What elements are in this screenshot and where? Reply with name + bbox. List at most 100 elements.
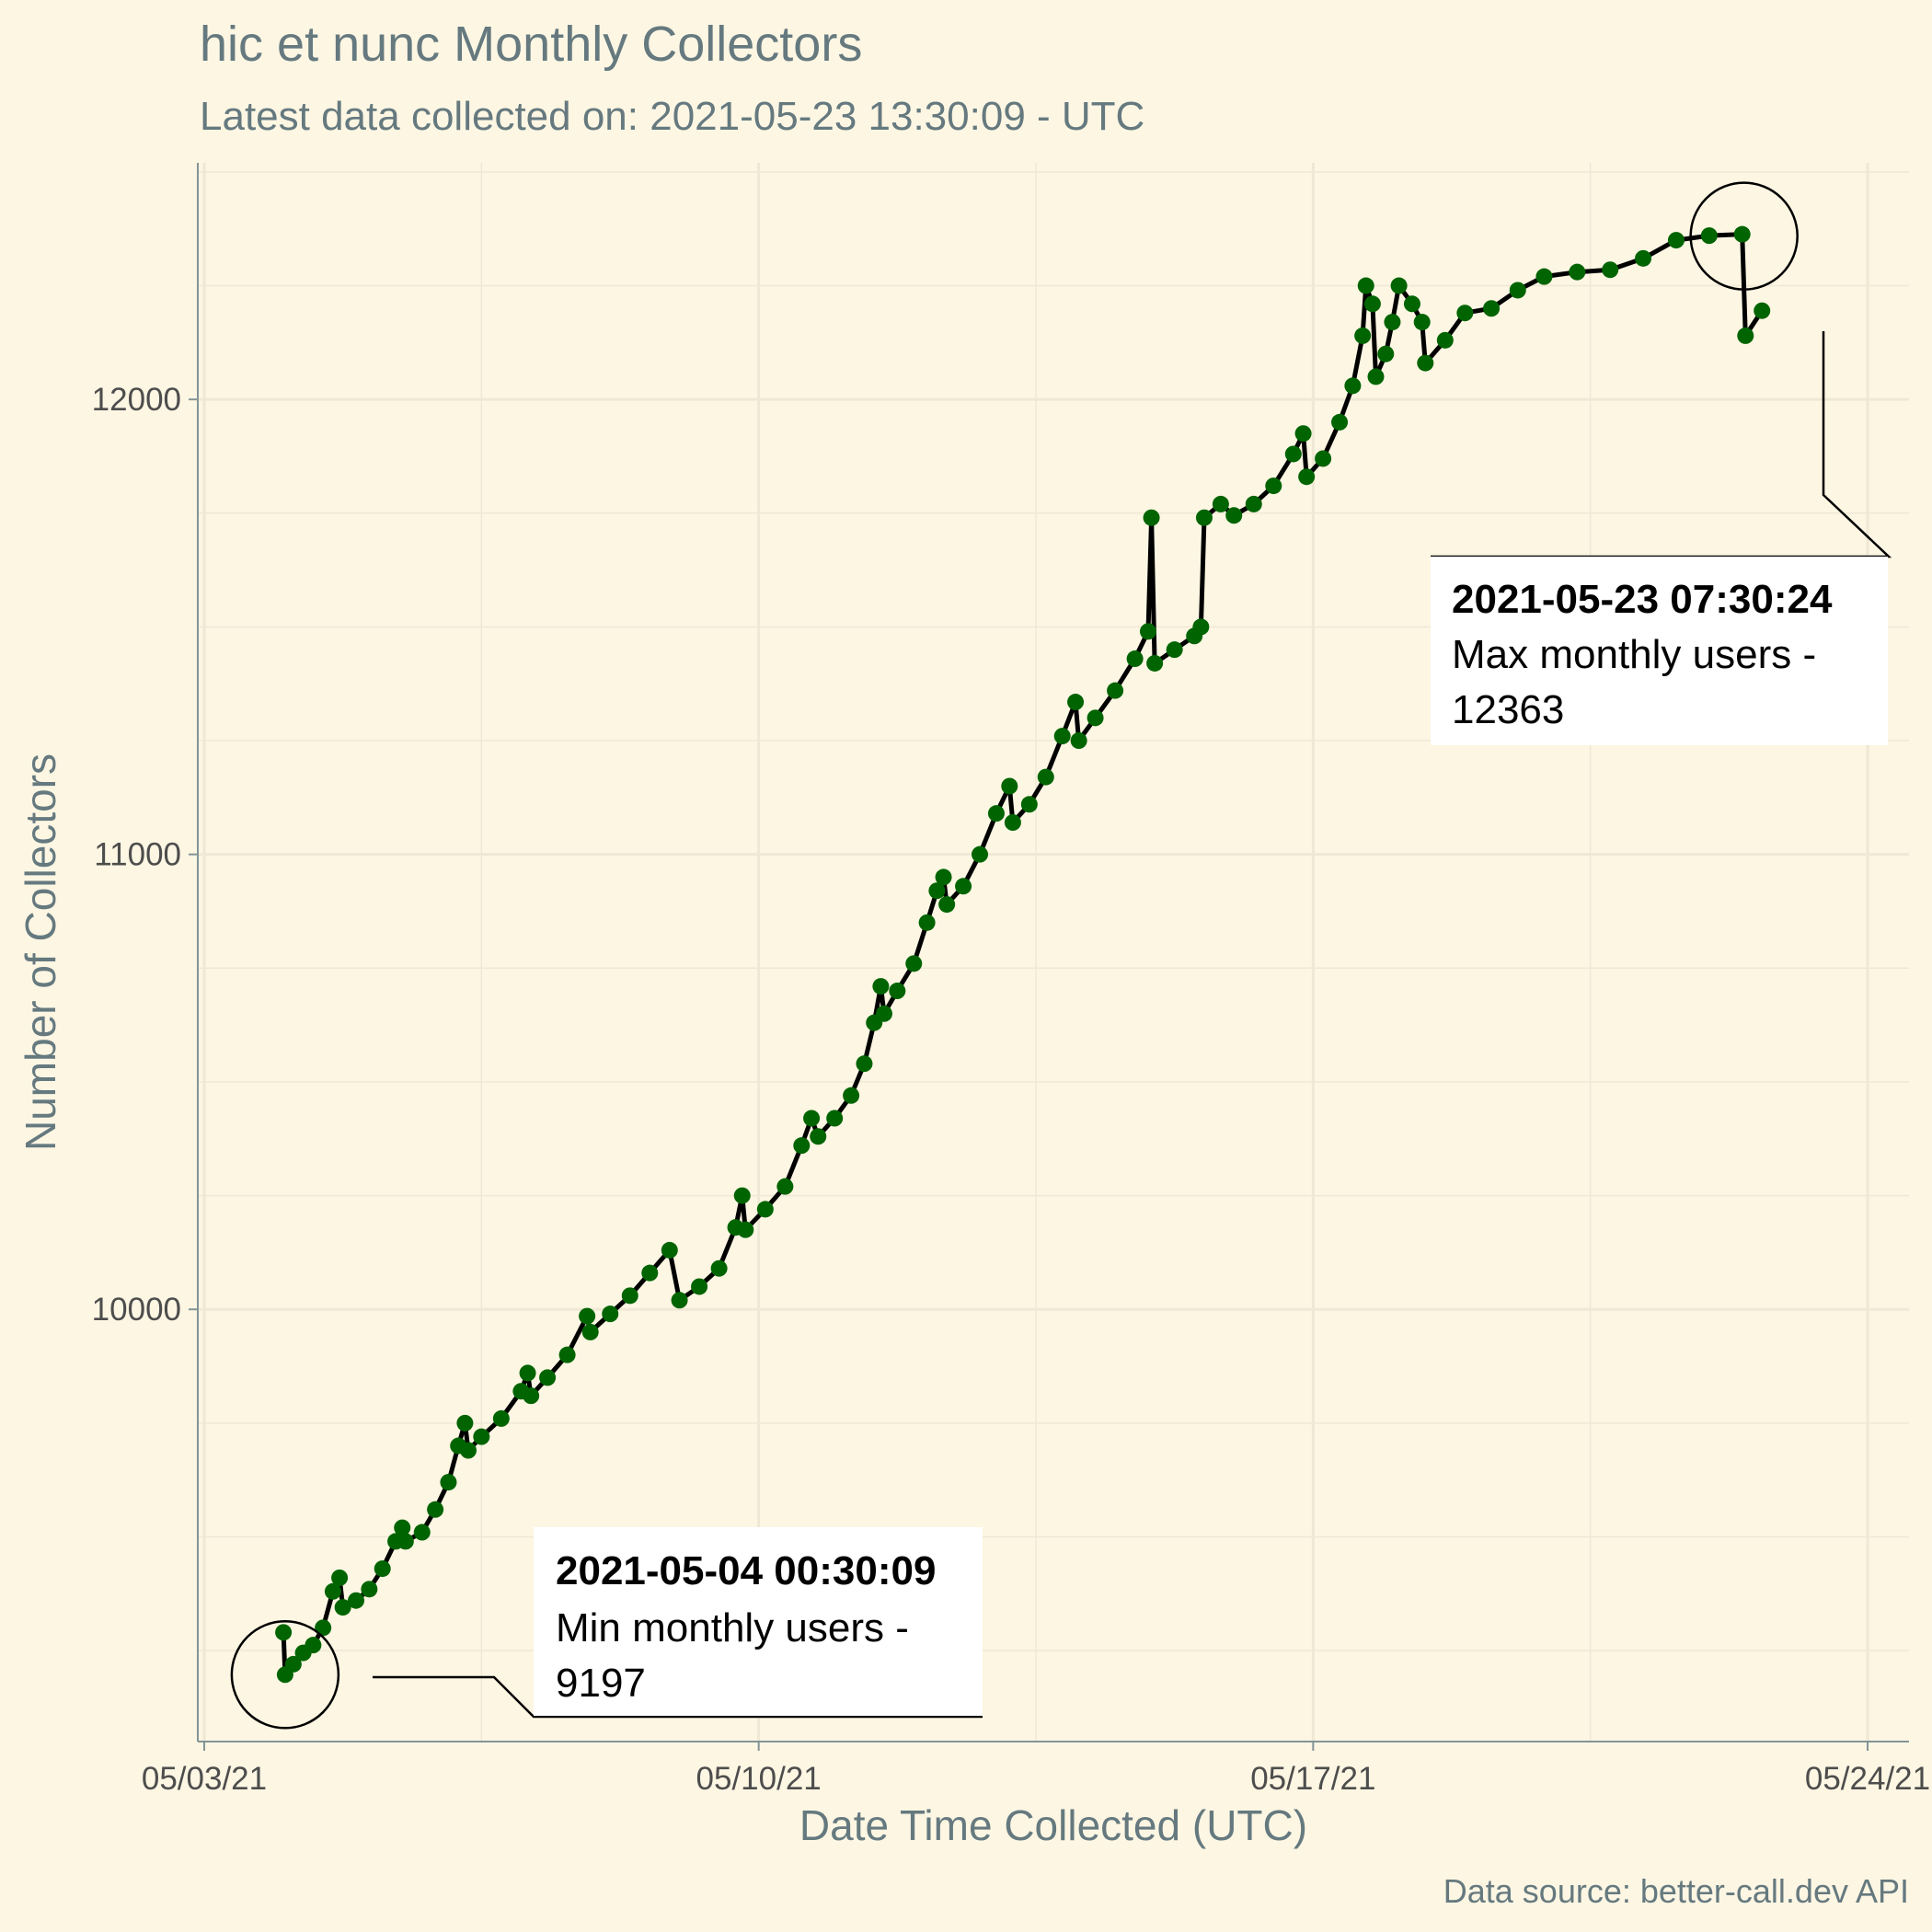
- data-point: [928, 882, 946, 900]
- data-point: [519, 1364, 536, 1382]
- data-point: [1354, 327, 1372, 344]
- data-point: [579, 1307, 596, 1325]
- data-point: [1602, 261, 1619, 279]
- data-point: [492, 1409, 510, 1427]
- data-point: [935, 868, 952, 886]
- data-point: [1700, 227, 1718, 245]
- data-point: [938, 896, 956, 914]
- x-axis-label: Date Time Collected (UTC): [799, 1801, 1307, 1849]
- data-point: [324, 1582, 341, 1600]
- data-point: [427, 1501, 444, 1518]
- data-point: [315, 1619, 332, 1637]
- data-point: [1569, 263, 1586, 281]
- data-point: [661, 1241, 678, 1259]
- data-point: [875, 1005, 892, 1022]
- data-point: [1070, 732, 1087, 750]
- data-point: [621, 1287, 638, 1305]
- data-point: [1001, 777, 1018, 795]
- data-point: [558, 1346, 576, 1363]
- data-point: [473, 1428, 490, 1445]
- data-point: [394, 1519, 411, 1536]
- data-point: [456, 1414, 474, 1432]
- series-points: [275, 225, 1771, 1684]
- data-point: [1126, 650, 1144, 668]
- data-point: [1403, 295, 1420, 313]
- data-point: [955, 878, 972, 895]
- data-point: [581, 1323, 599, 1340]
- data-point: [1363, 295, 1381, 313]
- data-point: [691, 1278, 708, 1295]
- data-point: [1067, 694, 1085, 711]
- data-point: [1166, 641, 1183, 659]
- caption: Data source: better-call.dev API: [1443, 1872, 1909, 1910]
- data-point: [1053, 728, 1071, 745]
- data-point: [523, 1387, 540, 1405]
- data-point: [803, 1110, 821, 1127]
- data-point: [397, 1533, 414, 1550]
- data-point: [1413, 314, 1431, 331]
- data-point: [1284, 445, 1302, 463]
- data-point: [1737, 327, 1754, 344]
- data-point: [1535, 268, 1553, 285]
- data-point: [856, 1055, 873, 1073]
- min-connector: [373, 1675, 983, 1719]
- data-point: [348, 1592, 365, 1609]
- data-point: [1667, 232, 1685, 249]
- data-point: [1315, 450, 1332, 467]
- min-label: Min monthly users -: [556, 1605, 909, 1650]
- data-point: [1195, 509, 1213, 526]
- y-axis-label: Number of Collectors: [17, 753, 64, 1151]
- data-point: [1733, 225, 1751, 243]
- min-highlight-circle: [230, 1620, 340, 1730]
- data-point: [1225, 507, 1243, 524]
- data-point: [1390, 277, 1408, 294]
- data-point: [275, 1624, 293, 1641]
- data-point: [1377, 345, 1395, 362]
- x-tick-label: 05/10/21: [696, 1761, 822, 1797]
- annotations: 2021-05-04 00:30:09 Min monthly users - 91…: [230, 181, 1892, 1730]
- max-timestamp: 2021-05-23 07:30:24: [1452, 577, 1833, 622]
- data-point: [1004, 814, 1021, 832]
- data-point: [641, 1264, 659, 1282]
- data-point: [1417, 354, 1434, 372]
- data-point: [1344, 377, 1362, 395]
- data-point: [987, 805, 1005, 822]
- data-point: [1367, 368, 1385, 385]
- data-point: [889, 983, 906, 1000]
- data-point: [776, 1178, 794, 1195]
- max-highlight-circle: [1689, 181, 1799, 291]
- data-point: [1298, 468, 1316, 486]
- min-label-box: [534, 1527, 983, 1716]
- data-point: [826, 1110, 844, 1127]
- data-point: [1139, 623, 1156, 640]
- y-tick-label: 12000: [92, 382, 181, 418]
- grid: [198, 163, 1909, 1742]
- data-point: [1754, 302, 1771, 319]
- data-point: [1436, 331, 1454, 349]
- min-timestamp: 2021-05-04 00:30:09: [556, 1548, 936, 1593]
- data-point: [284, 1655, 302, 1673]
- data-point: [843, 1087, 860, 1104]
- data-point: [918, 914, 936, 931]
- data-point: [1509, 282, 1526, 299]
- data-point: [539, 1369, 557, 1386]
- y-tick-label: 10000: [92, 1292, 181, 1328]
- data-point: [905, 955, 923, 972]
- data-point: [671, 1292, 688, 1309]
- ticks: 05/03/21 05/10/21 05/17/21 05/24/21 10000 110…: [92, 382, 1930, 1797]
- chart-subtitle: Latest data collected on: 2021-05-23 13:…: [200, 94, 1144, 139]
- data-point: [305, 1637, 322, 1654]
- chart-title: hic et nunc Monthly Collectors: [200, 17, 862, 72]
- data-point: [737, 1221, 754, 1238]
- data-point: [1245, 495, 1262, 512]
- data-point: [756, 1201, 774, 1218]
- data-point: [1192, 618, 1210, 636]
- data-point: [810, 1128, 827, 1145]
- min-value: 9197: [556, 1661, 646, 1706]
- data-point: [334, 1599, 351, 1616]
- data-point: [1107, 682, 1124, 699]
- max-label-box: [1431, 557, 1888, 745]
- data-point: [793, 1137, 811, 1155]
- data-point: [459, 1442, 477, 1459]
